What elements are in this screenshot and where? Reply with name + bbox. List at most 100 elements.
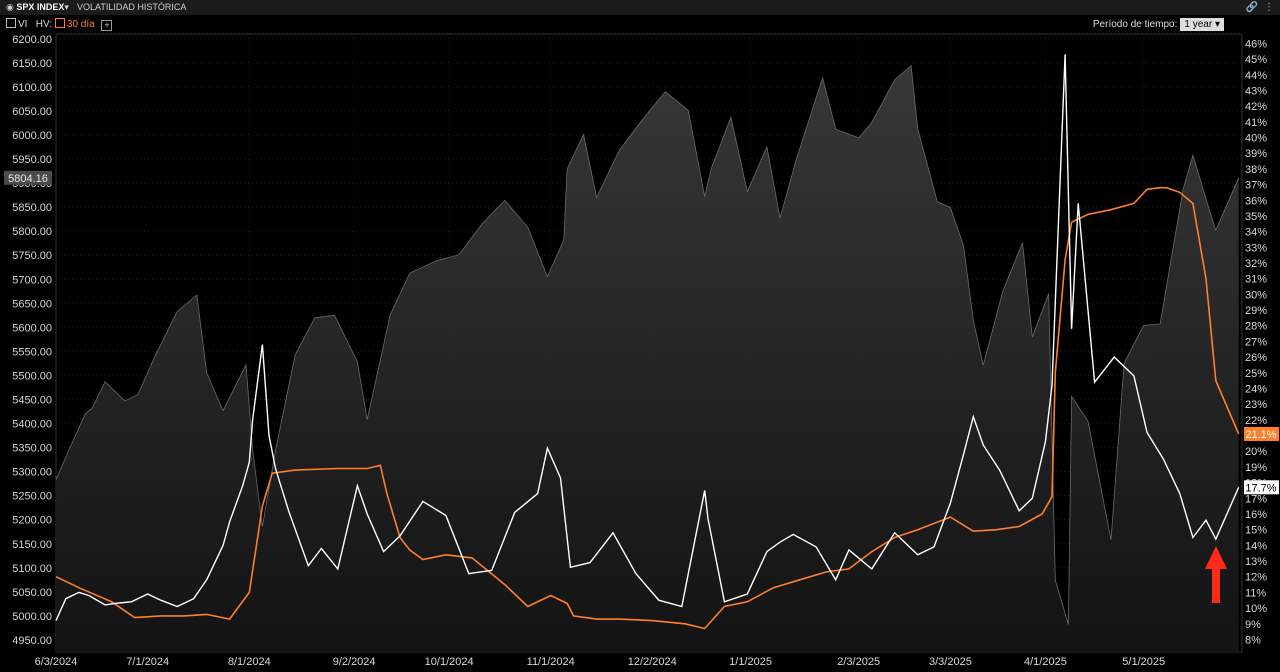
x-tick-label: 9/2/2024 <box>333 656 376 668</box>
y-right-tick-label: 15% <box>1245 525 1267 537</box>
y-left-tick-label: 5100.00 <box>12 563 52 575</box>
x-tick-label: 4/1/2025 <box>1024 656 1067 668</box>
y-left-tick-label: 5550.00 <box>12 346 52 358</box>
y-right-tick-label: 46% <box>1245 38 1267 50</box>
y-left-tick-label: 4950.00 <box>12 635 52 647</box>
y-right-tick-label: 13% <box>1245 556 1267 568</box>
y-left-tick-label: 6150.00 <box>12 58 52 70</box>
price-area <box>56 65 1239 652</box>
y-left-tick-label: 5950.00 <box>12 154 52 166</box>
y-left-tick-label: 5400.00 <box>12 419 52 431</box>
y-left-tick-label: 5700.00 <box>12 274 52 286</box>
y-right-tick-label: 26% <box>1245 352 1267 364</box>
y-right-tick-label: 16% <box>1245 509 1267 521</box>
y-left-tick-label: 5750.00 <box>12 250 52 262</box>
y-right-tick-label: 14% <box>1245 540 1267 552</box>
y-right-tick-label: 40% <box>1245 133 1267 145</box>
period-selector: Período de tiempo: 1 year ▾ <box>1093 16 1224 34</box>
y-right-tick-label: 45% <box>1245 54 1267 66</box>
y-right-tick-label: 42% <box>1245 101 1267 113</box>
y-right-tick-label: 19% <box>1245 462 1267 474</box>
x-tick-label: 8/1/2024 <box>228 656 271 668</box>
link-icon[interactable]: 🔗 <box>1245 2 1258 13</box>
vi-last-value: 17.7% <box>1245 482 1276 494</box>
price-line <box>55 64 1240 625</box>
y-right-tick-label: 8% <box>1245 634 1261 646</box>
period-value: 1 year <box>1184 19 1213 30</box>
y-left-tick-label: 6050.00 <box>12 106 52 118</box>
chart-axes: 4950.00 5000.00 5050.00 5100.00 5150.00 5200.… <box>4 34 1279 668</box>
x-tick-label: 3/3/2025 <box>929 656 972 668</box>
y-right-tick-label: 41% <box>1245 117 1267 129</box>
y-right-tick-label: 11% <box>1245 587 1266 599</box>
vi-last-tag <box>1244 480 1279 495</box>
y-right-tick-label: 25% <box>1245 368 1267 380</box>
y-right-tick-label: 12% <box>1245 572 1267 584</box>
hv-checkbox[interactable] <box>54 18 65 28</box>
y-left-tick-label: 6200.00 <box>12 34 52 46</box>
y-left-tick-label: 5150.00 <box>12 539 52 551</box>
x-tick-label: 12/2/2024 <box>628 656 677 668</box>
chart-toolbar: VI HV: 30 día + Período de tiempo: 1 year… <box>0 16 1280 34</box>
y-right-tick-label: 23% <box>1245 399 1267 411</box>
y-right-tick-label: 36% <box>1245 195 1267 207</box>
y-right-tick-label: 30% <box>1245 289 1267 301</box>
add-series-button[interactable]: + <box>101 20 113 31</box>
x-tick-label: 1/1/2025 <box>729 656 772 668</box>
red-arrow-annotation <box>1205 546 1227 603</box>
y-right-tick-label: 27% <box>1245 336 1267 348</box>
legend-vi-label: VI <box>18 19 28 30</box>
menu-dots-icon[interactable]: ⋮ <box>1264 2 1274 13</box>
x-tick-label: 2/3/2025 <box>837 656 880 668</box>
y-right-tick-label: 37% <box>1245 180 1267 192</box>
y-left-tick-label: 6000.00 <box>12 130 52 142</box>
y-left-tick-label: 5250.00 <box>12 491 52 503</box>
hv-series-line <box>55 186 1240 630</box>
y-right-tick-label: 34% <box>1245 227 1267 239</box>
x-tick-label: 10/1/2024 <box>425 656 474 668</box>
page-title: VOLATILIDAD HISTÓRICA <box>77 2 187 12</box>
vi-checkbox[interactable] <box>6 18 16 28</box>
y-left-tick-label: 5350.00 <box>12 443 52 455</box>
x-tick-label: 5/1/2025 <box>1122 656 1165 668</box>
y-left-tick-label: 5500.00 <box>12 370 52 382</box>
price-last-tag <box>4 170 52 185</box>
y-left-tick-label: 5800.00 <box>12 226 52 238</box>
x-tick-label: 6/3/2024 <box>35 656 78 668</box>
hv-last-value: 21.1% <box>1245 429 1276 441</box>
y-right-tick-label: 44% <box>1245 70 1267 82</box>
vi-series-line <box>55 54 1240 621</box>
y-right-tick-label: 35% <box>1245 211 1267 223</box>
period-dropdown[interactable]: 1 year ▾ <box>1180 18 1224 31</box>
y-right-tick-label: 33% <box>1245 242 1267 254</box>
app-logo-icon: ◉ <box>6 2 14 12</box>
hv-last-tag <box>1244 426 1279 441</box>
legend-hv-label: HV: <box>35 19 53 30</box>
y-left-tick-label: 5600.00 <box>12 322 52 334</box>
price-last-value: 5804.16 <box>8 173 48 185</box>
y-right-tick-label: 31% <box>1245 274 1267 286</box>
period-label: Período de tiempo: <box>1092 19 1178 30</box>
y-right-tick-label: 32% <box>1245 258 1267 270</box>
y-left-tick-label: 6100.00 <box>12 82 52 94</box>
y-left-tick-label: 5000.00 <box>12 611 52 623</box>
y-right-tick-label: 38% <box>1245 164 1267 176</box>
security-symbol[interactable]: ◉ SPX INDEX▾ <box>6 0 69 15</box>
x-tick-label: 11/1/2024 <box>527 656 575 668</box>
y-left-tick-label: 5300.00 <box>12 467 52 479</box>
y-right-tick-label: 43% <box>1245 85 1267 97</box>
security-symbol-label: SPX INDEX <box>16 2 65 12</box>
y-right-tick-label: 29% <box>1245 305 1267 317</box>
y-right-tick-label: 20% <box>1245 446 1267 458</box>
y-right-tick-label: 9% <box>1245 619 1261 631</box>
chevron-down-icon[interactable]: ▾ <box>64 2 69 12</box>
legend-hv-period: 30 día <box>66 19 95 30</box>
x-tick-label: 7/1/2024 <box>126 656 169 668</box>
y-right-tick-label: 24% <box>1245 383 1267 395</box>
y-right-tick-label: 17% <box>1245 493 1267 505</box>
y-left-tick-label: 5850.00 <box>12 202 52 214</box>
y-left-tick-label: 5650.00 <box>12 298 52 310</box>
y-right-tick-label: 39% <box>1245 148 1267 160</box>
y-left-tick-label: 5450.00 <box>12 395 52 407</box>
